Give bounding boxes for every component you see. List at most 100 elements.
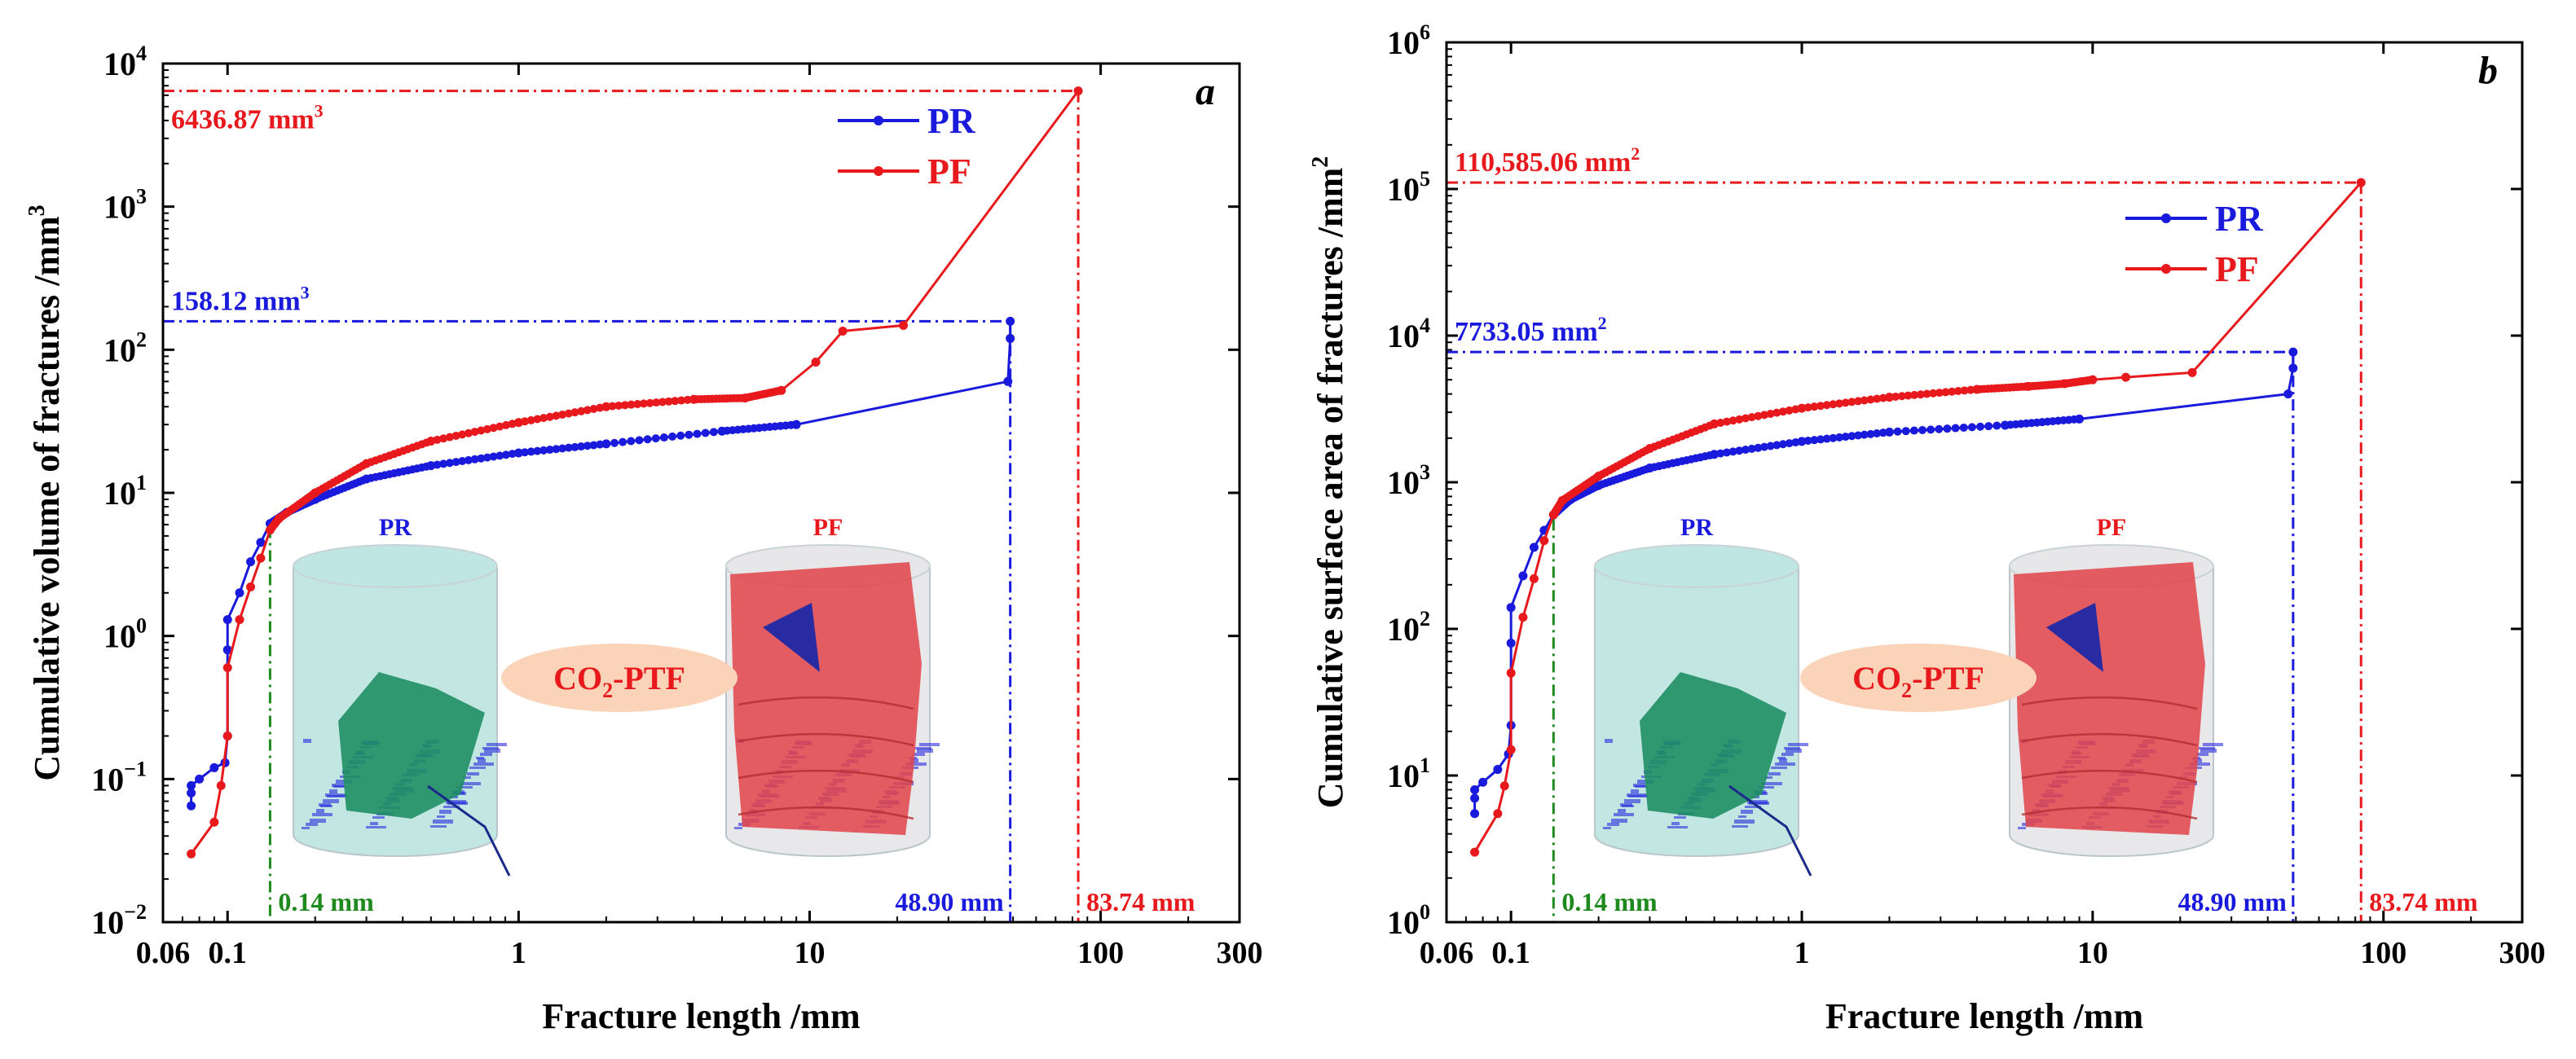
data-point [439, 434, 448, 443]
speckle [1786, 749, 1802, 753]
x1-label: 0.14 mm [1561, 887, 1658, 916]
speckle [1734, 820, 1755, 824]
data-point [222, 731, 232, 740]
data-point [786, 420, 795, 429]
speckle [370, 822, 378, 825]
fracture-crack [738, 732, 914, 747]
speckle [1768, 772, 1781, 776]
speckle [1624, 799, 1640, 803]
data-point [1747, 413, 1756, 422]
data-point [1779, 440, 1788, 449]
data-point [187, 801, 196, 811]
y-tick-label: 10−1 [91, 757, 147, 798]
speckle [2203, 743, 2223, 746]
data-point [1878, 428, 1887, 437]
data-point [246, 557, 256, 567]
fracture-crack [2021, 732, 2198, 747]
data-point [1506, 668, 1516, 678]
data-point [1966, 385, 1975, 394]
panel-label: a [1196, 70, 1215, 113]
y-tick-label: 101 [103, 471, 147, 512]
data-point [513, 418, 523, 428]
y-tick-label: 104 [103, 42, 147, 82]
speckle [1771, 767, 1787, 769]
speckle [456, 786, 473, 789]
data-point [1006, 333, 1015, 343]
pr-max-sup: 3 [301, 282, 310, 302]
y-tick-label: 101 [1387, 754, 1430, 794]
y-tick-label: 100 [103, 614, 147, 655]
data-point [1785, 439, 1794, 448]
x-tick-label: 10 [794, 936, 825, 970]
speckle [1671, 822, 1680, 825]
speckle [1614, 813, 1634, 816]
data-point [539, 446, 548, 455]
data-point [685, 430, 694, 439]
data-point [1470, 793, 1480, 803]
data-point [614, 401, 623, 410]
data-point [633, 400, 642, 409]
speckle [1784, 747, 1800, 749]
x-tick-label: 100 [1077, 936, 1124, 970]
pf-max-sup: 2 [1631, 143, 1640, 164]
speckle [1764, 776, 1772, 779]
fracture-crack [738, 806, 914, 820]
y-tick-exp: −1 [124, 757, 147, 780]
callout-rest: -PTF [1912, 660, 1984, 696]
data-point [1829, 400, 1838, 409]
data-point [1910, 390, 1919, 399]
fracture-crack [2021, 806, 2198, 820]
data-point [246, 582, 256, 592]
data-point [1841, 433, 1850, 442]
pf-max-label: 6436.87 mm3 [171, 101, 324, 135]
x-axis-label: Fracture length /mm [1825, 996, 2143, 1036]
data-point [558, 444, 567, 453]
ct-image-pr: PR [1594, 514, 1812, 877]
speckle [303, 739, 311, 743]
data-point [1918, 425, 1927, 434]
data-point [608, 402, 617, 411]
data-point [652, 398, 661, 407]
y-tick-label: 103 [1387, 460, 1430, 501]
speckle [478, 758, 486, 762]
data-point [564, 443, 573, 452]
speckle [2199, 747, 2215, 749]
data-point [2356, 178, 2366, 187]
data-point [1705, 421, 1714, 430]
legend-marker [874, 166, 883, 176]
data-point [359, 461, 368, 470]
data-point [671, 397, 680, 406]
data-point [1722, 448, 1731, 457]
data-point [668, 432, 677, 441]
x-tick-label: 300 [1217, 936, 1263, 970]
data-point [482, 424, 491, 433]
fracture-shape [2014, 562, 2205, 835]
data-point [627, 437, 636, 446]
speckle [1618, 809, 1626, 813]
y-axis-label-sup: 2 [1308, 156, 1333, 168]
data-point [1003, 376, 1013, 386]
speckle [372, 816, 385, 819]
data-point [501, 420, 510, 429]
callout-co: CO [553, 660, 602, 696]
data-point [1822, 401, 1831, 410]
speckle [1607, 823, 1619, 826]
fracture-crack [2021, 769, 2198, 784]
data-point [1854, 397, 1863, 406]
y-tick-mant: 10 [103, 475, 136, 512]
data-point [458, 457, 467, 466]
callout-ellipse [501, 644, 738, 712]
y-axis-label-sup: 3 [24, 204, 50, 216]
data-point [1810, 436, 1819, 445]
x-tick-label: 1 [1794, 936, 1810, 970]
data-point [1470, 847, 1480, 857]
data-point [1866, 395, 1875, 404]
data-point [256, 553, 266, 563]
x3-label: 83.74 mm [1086, 887, 1196, 916]
y-axis-label-main: Cumulative volume of fractures /mm [27, 216, 67, 780]
speckle [1605, 739, 1613, 743]
data-point [2187, 367, 2197, 377]
data-point [422, 462, 431, 471]
x-axis-label: Fracture length /mm [542, 996, 860, 1036]
